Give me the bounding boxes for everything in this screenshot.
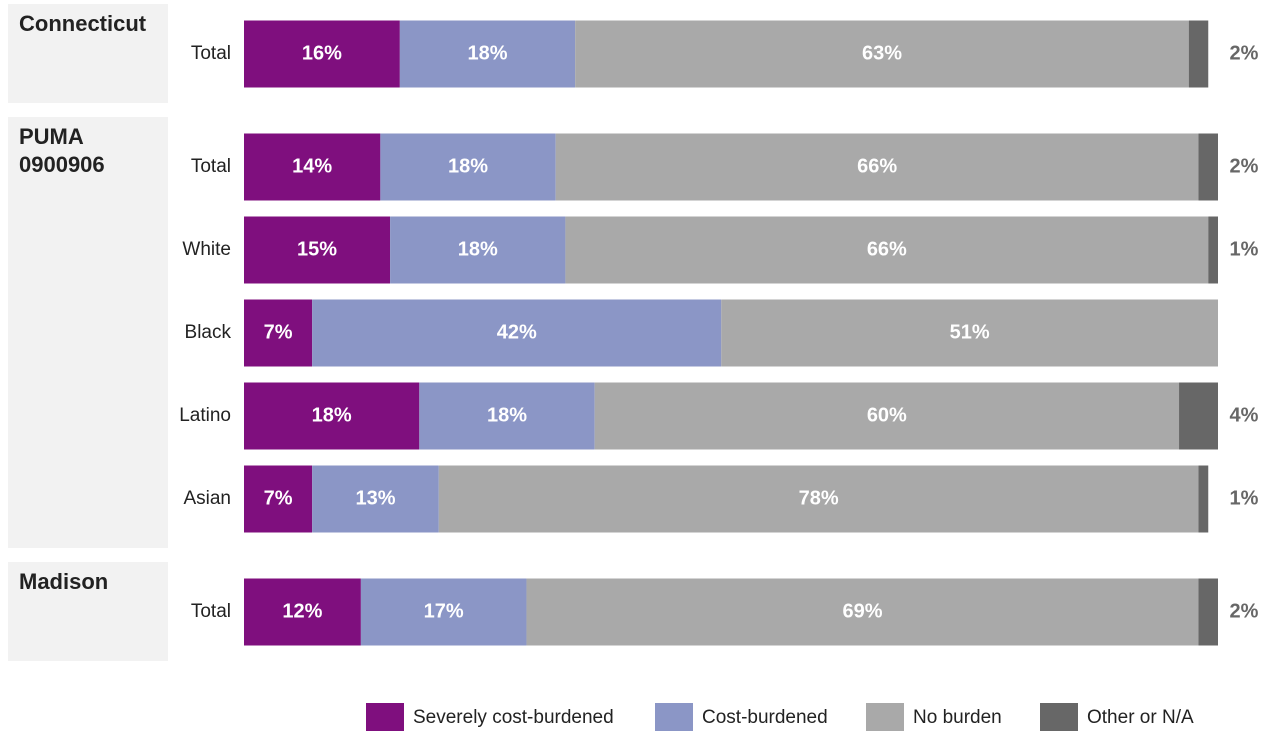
value-label: 13%: [355, 487, 395, 509]
bar-segment: [360, 578, 527, 646]
row-label: White: [182, 239, 231, 260]
bar-segment: [380, 133, 556, 201]
value-label: 15%: [297, 238, 337, 260]
value-label: 63%: [862, 42, 902, 64]
bar-segment: [244, 382, 420, 450]
value-label: 66%: [857, 155, 897, 177]
bar-segment: [244, 133, 381, 201]
row-label: Asian: [183, 488, 231, 509]
value-label: 12%: [282, 600, 322, 622]
bar-segment: [244, 578, 361, 646]
bar-segment: [565, 216, 1209, 284]
value-label: 60%: [867, 404, 907, 426]
group-label: PUMA 0900906: [8, 117, 168, 548]
value-label: 18%: [448, 155, 488, 177]
legend-label: No burden: [913, 707, 1002, 728]
value-label: 51%: [950, 321, 990, 343]
value-label: 78%: [799, 487, 839, 509]
bar-segment: [526, 578, 1199, 646]
bar-segment: [244, 216, 391, 284]
bar-segment: [1208, 216, 1218, 284]
bar-segment: [1198, 133, 1218, 201]
legend-swatch: [655, 703, 693, 731]
legend-label: Other or N/A: [1087, 707, 1194, 728]
bar-segment: [244, 465, 313, 533]
value-label: 14%: [292, 155, 332, 177]
value-label: 2%: [1230, 155, 1259, 177]
value-label: 69%: [842, 600, 882, 622]
value-label: 7%: [264, 321, 293, 343]
value-label: 18%: [467, 42, 507, 64]
bar-segment: [1198, 578, 1218, 646]
bar-segment: [390, 216, 566, 284]
value-label: 16%: [302, 42, 342, 64]
bar-segment: [438, 465, 1199, 533]
row-label: Black: [185, 322, 232, 343]
legend-swatch: [866, 703, 904, 731]
bar-segment: [594, 382, 1180, 450]
value-label: 7%: [264, 487, 293, 509]
value-label: 17%: [424, 600, 464, 622]
bar-segment: [399, 20, 576, 88]
row-label: Total: [191, 601, 231, 622]
row-label: Total: [191, 156, 231, 177]
bar-segment: [555, 133, 1199, 201]
bar-segment: [312, 299, 722, 367]
value-label: 2%: [1230, 600, 1259, 622]
bar-segment: [312, 465, 439, 533]
row-label: Latino: [179, 405, 231, 426]
group-label: Madison: [8, 562, 168, 661]
group-label: Connecticut: [8, 4, 168, 103]
value-label: 4%: [1230, 404, 1259, 426]
row-label: Total: [191, 43, 231, 64]
legend-swatch: [1040, 703, 1078, 731]
bar-segment: [1198, 465, 1209, 533]
bar-segment: [244, 20, 400, 88]
value-label: 18%: [458, 238, 498, 260]
value-label: 18%: [487, 404, 527, 426]
value-label: 18%: [312, 404, 352, 426]
value-label: 42%: [497, 321, 537, 343]
value-label: 1%: [1230, 238, 1259, 260]
bar-segment: [419, 382, 595, 450]
bar-segment: [244, 299, 313, 367]
legend-label: Severely cost-burdened: [413, 707, 614, 728]
value-label: 2%: [1230, 42, 1259, 64]
value-label: 1%: [1230, 487, 1259, 509]
legend-label: Cost-burdened: [702, 707, 828, 728]
value-label: 66%: [867, 238, 907, 260]
bar-segment: [721, 299, 1218, 367]
legend-swatch: [366, 703, 404, 731]
bar-segment: [1188, 20, 1209, 88]
bar-segment: [575, 20, 1189, 88]
bar-segment: [1179, 382, 1218, 450]
